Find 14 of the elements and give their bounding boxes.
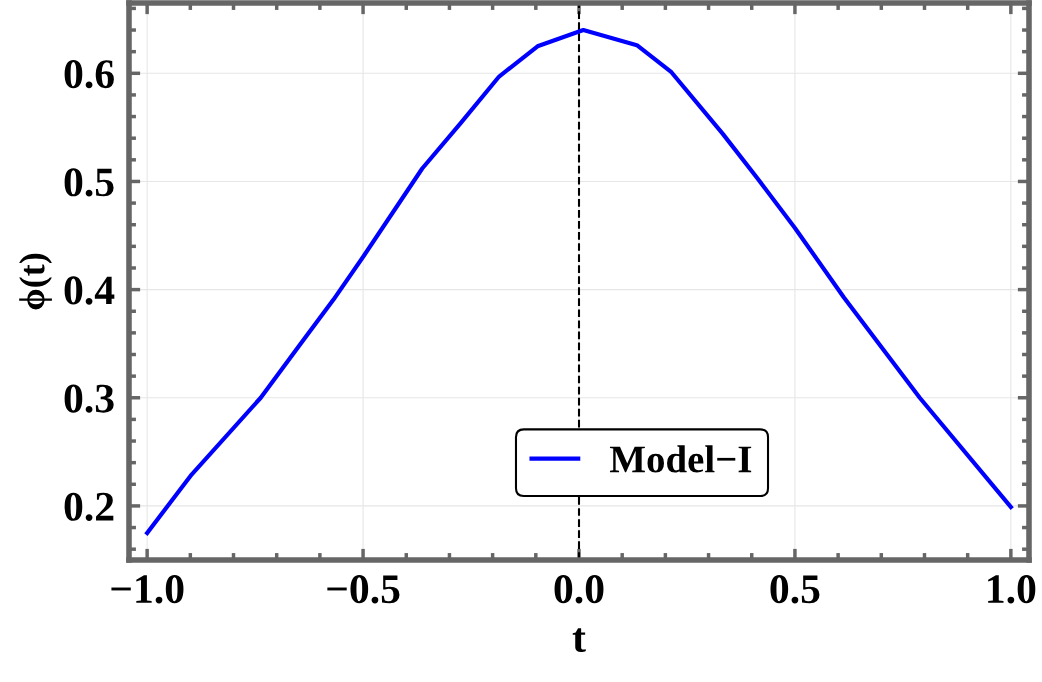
x-axis-title: t — [572, 628, 586, 653]
y-tick-label: 0.5 — [64, 168, 114, 197]
x-tick-label: 1.0 — [988, 575, 1036, 604]
x-tick-label: −0.5 — [327, 575, 400, 604]
x-tick-label: 0.0 — [554, 575, 604, 604]
legend-label: Model−I — [609, 445, 752, 473]
x-tick-label: 0.5 — [770, 575, 820, 604]
line-series — [145, 27, 1013, 536]
y-tick-label: 0.4 — [64, 276, 115, 305]
y-axis-title: ϕ(t) — [19, 253, 52, 310]
x-tick-label: −1.0 — [111, 575, 184, 604]
y-tick-label: 0.3 — [64, 384, 114, 413]
y-tick-label: 0.2 — [64, 492, 114, 521]
y-tick-label: 0.6 — [64, 60, 114, 89]
